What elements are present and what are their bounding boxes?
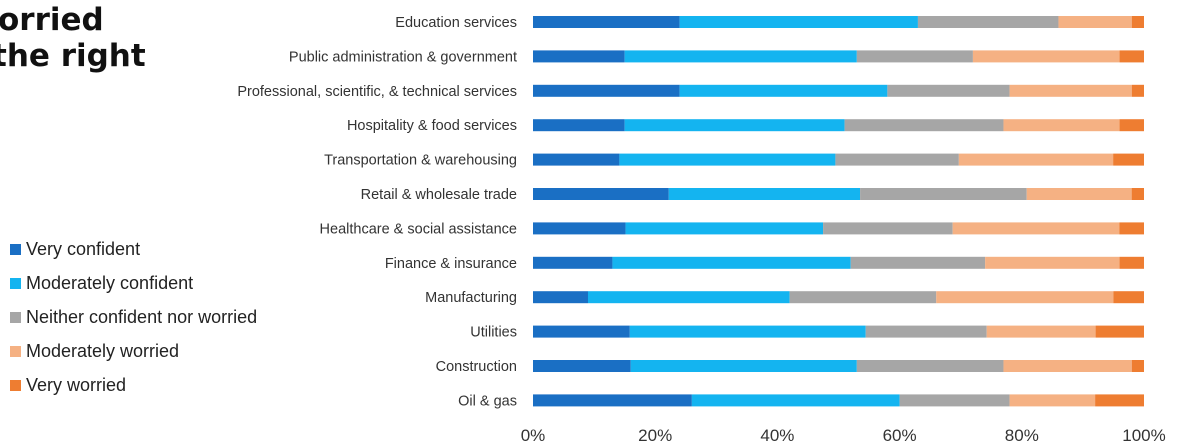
category-label-hospitality-food-services: Hospitality & food services bbox=[347, 118, 517, 134]
legend-item-very-confident: Very confident bbox=[10, 232, 257, 266]
bar-education-services-very-worried bbox=[1131, 16, 1144, 28]
bar-retail-wholesale-trade-very-confident bbox=[533, 188, 669, 200]
bar-public-administration-government-neither-confident-nor-worried bbox=[856, 50, 973, 63]
x-tick-label: 80% bbox=[1005, 426, 1039, 445]
bar-education-services-moderately-confident bbox=[679, 16, 918, 28]
bar-construction-moderately-worried bbox=[1003, 360, 1132, 372]
bar-education-services-very-confident bbox=[533, 16, 680, 28]
bar-construction-very-worried bbox=[1131, 360, 1144, 372]
bar-utilities-moderately-confident bbox=[629, 325, 866, 338]
legend: Very confident Moderately confident Neithe… bbox=[10, 232, 257, 402]
legend-label: Very confident bbox=[26, 238, 141, 259]
bar-utilities-moderately-worried bbox=[986, 325, 1096, 338]
category-label-transportation-warehousing: Transportation & warehousing bbox=[324, 153, 517, 169]
legend-swatch bbox=[10, 243, 21, 255]
category-label-public-administration-government: Public administration & government bbox=[289, 49, 517, 65]
bar-manufacturing-very-worried bbox=[1113, 291, 1144, 304]
bar-retail-wholesale-trade-neither-confident-nor-worried bbox=[860, 188, 1027, 200]
category-label-oil-gas: Oil & gas bbox=[458, 393, 517, 409]
bar-hospitality-food-services-very-worried bbox=[1119, 119, 1144, 132]
legend-swatch bbox=[10, 345, 21, 357]
category-label-manufacturing: Manufacturing bbox=[425, 290, 517, 306]
bar-professional-scientific-technical-services-neither-confident-nor-worried bbox=[887, 84, 1010, 97]
bar-manufacturing-moderately-worried bbox=[936, 291, 1114, 304]
x-tick-label: 40% bbox=[760, 426, 794, 445]
bar-construction-moderately-confident bbox=[630, 360, 857, 372]
x-tick-label: 60% bbox=[883, 426, 917, 445]
title-line-2: the right bbox=[0, 38, 146, 74]
legend-label: Moderately confident bbox=[26, 272, 194, 293]
bar-oil-gas-moderately-confident bbox=[691, 394, 900, 407]
x-tick-label: 100% bbox=[1122, 426, 1165, 445]
bar-healthcare-social-assistance-neither-confident-nor-worried bbox=[823, 222, 953, 235]
bar-transportation-warehousing-very-worried bbox=[1113, 153, 1144, 166]
legend-label: Very worried bbox=[26, 374, 127, 395]
bar-healthcare-social-assistance-very-worried bbox=[1119, 222, 1144, 235]
title-line-1: orried bbox=[0, 2, 104, 38]
category-label-retail-wholesale-trade: Retail & wholesale trade bbox=[361, 187, 517, 203]
bar-transportation-warehousing-neither-confident-nor-worried bbox=[835, 153, 959, 166]
bar-healthcare-social-assistance-moderately-worried bbox=[952, 222, 1120, 235]
bar-professional-scientific-technical-services-moderately-confident bbox=[679, 84, 888, 97]
bar-education-services-neither-confident-nor-worried bbox=[917, 16, 1059, 28]
legend-item-moderately-confident: Moderately confident bbox=[10, 266, 257, 300]
bar-finance-insurance-moderately-worried bbox=[985, 256, 1120, 269]
category-label-construction: Construction bbox=[436, 359, 517, 375]
category-label-utilities: Utilities bbox=[470, 325, 517, 341]
bar-public-administration-government-moderately-confident bbox=[624, 50, 857, 63]
bar-finance-insurance-very-confident bbox=[533, 256, 613, 269]
bar-hospitality-food-services-moderately-worried bbox=[1003, 119, 1120, 132]
bar-manufacturing-neither-confident-nor-worried bbox=[789, 291, 937, 304]
category-label-finance-insurance: Finance & insurance bbox=[385, 256, 517, 272]
bar-public-administration-government-moderately-worried bbox=[972, 50, 1120, 63]
bar-manufacturing-very-confident bbox=[533, 291, 588, 304]
bar-oil-gas-very-worried bbox=[1095, 394, 1144, 407]
legend-item-very-worried: Very worried bbox=[10, 368, 257, 402]
x-tick-label: 20% bbox=[638, 426, 672, 445]
bar-transportation-warehousing-moderately-worried bbox=[958, 153, 1114, 166]
bar-public-administration-government-very-confident bbox=[533, 50, 625, 63]
bar-manufacturing-moderately-confident bbox=[587, 291, 790, 304]
category-label-professional-scientific-technical-services: Professional, scientific, & technical se… bbox=[237, 84, 517, 100]
bar-healthcare-social-assistance-moderately-confident bbox=[625, 222, 824, 235]
bar-utilities-very-confident bbox=[533, 325, 630, 338]
legend-item-moderately-worried: Moderately worried bbox=[10, 334, 257, 368]
bar-construction-neither-confident-nor-worried bbox=[856, 360, 1004, 372]
bar-oil-gas-neither-confident-nor-worried bbox=[899, 394, 1010, 407]
bar-oil-gas-moderately-worried bbox=[1009, 394, 1096, 407]
bar-public-administration-government-very-worried bbox=[1119, 50, 1144, 63]
bar-hospitality-food-services-moderately-confident bbox=[624, 119, 845, 132]
bar-education-services-moderately-worried bbox=[1058, 16, 1132, 28]
bar-oil-gas-very-confident bbox=[533, 394, 692, 407]
legend-swatch bbox=[10, 311, 21, 323]
category-label-education-services: Education services bbox=[395, 15, 517, 31]
category-label-healthcare-social-assistance: Healthcare & social assistance bbox=[320, 221, 517, 237]
legend-swatch bbox=[10, 277, 21, 289]
bar-professional-scientific-technical-services-moderately-worried bbox=[1009, 84, 1132, 97]
bar-utilities-very-worried bbox=[1095, 325, 1144, 338]
chart-title: orried the right bbox=[0, 2, 146, 74]
bar-finance-insurance-neither-confident-nor-worried bbox=[850, 256, 986, 269]
legend-swatch bbox=[10, 379, 21, 391]
x-tick-label: 0% bbox=[521, 426, 546, 445]
bar-finance-insurance-moderately-confident bbox=[612, 256, 851, 269]
bar-utilities-neither-confident-nor-worried bbox=[865, 325, 987, 338]
bar-transportation-warehousing-moderately-confident bbox=[619, 153, 836, 166]
bar-finance-insurance-very-worried bbox=[1119, 256, 1144, 269]
bar-hospitality-food-services-neither-confident-nor-worried bbox=[844, 119, 1004, 132]
bar-hospitality-food-services-very-confident bbox=[533, 119, 625, 132]
bar-professional-scientific-technical-services-very-worried bbox=[1131, 84, 1144, 97]
bar-retail-wholesale-trade-very-worried bbox=[1131, 188, 1144, 200]
legend-label: Moderately worried bbox=[26, 340, 180, 361]
bar-transportation-warehousing-very-confident bbox=[533, 153, 620, 166]
bar-retail-wholesale-trade-moderately-confident bbox=[668, 188, 861, 200]
bar-retail-wholesale-trade-moderately-worried bbox=[1026, 188, 1132, 200]
bar-healthcare-social-assistance-very-confident bbox=[533, 222, 626, 235]
bar-construction-very-confident bbox=[533, 360, 631, 372]
legend-label: Neither confident nor worried bbox=[26, 306, 258, 327]
bar-professional-scientific-technical-services-very-confident bbox=[533, 84, 680, 97]
legend-item-neither-confident-nor-worried: Neither confident nor worried bbox=[10, 300, 257, 334]
